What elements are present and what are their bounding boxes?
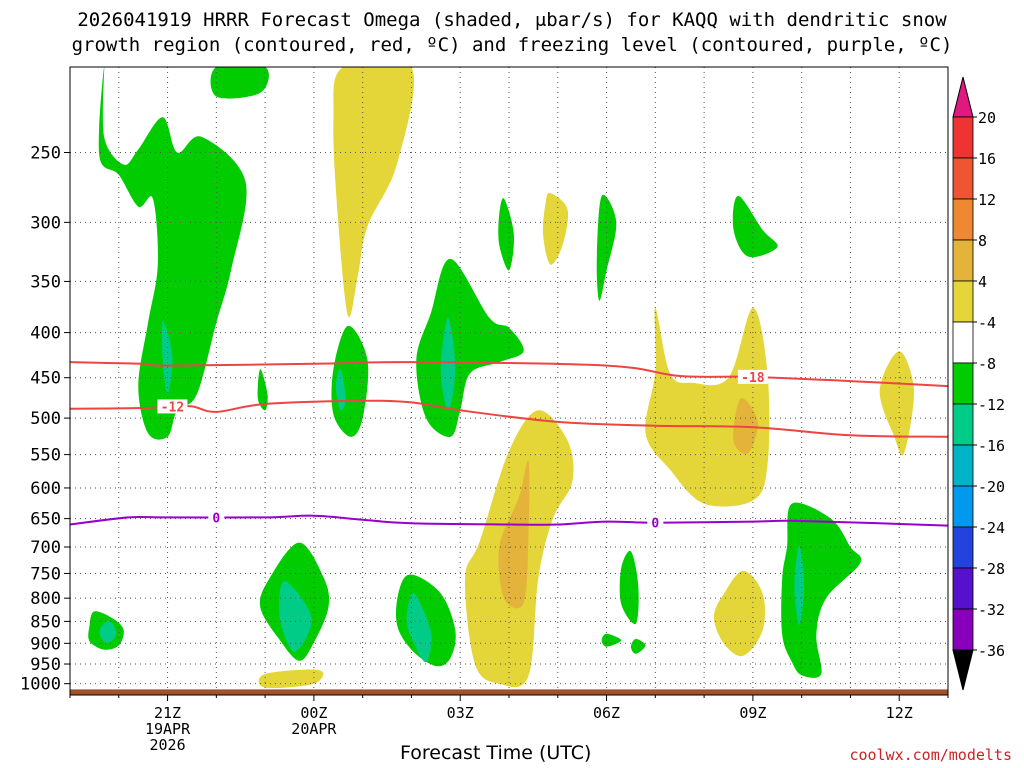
y-tick-label-900: 900 [30,634,61,654]
omega-region-0 [98,67,247,440]
colorbar-legend: 20 16 12 8 4 -4 -8 -12 -16 -20 -24 -28 -32 -36 [952,76,1005,691]
omega-region-13 [645,307,770,507]
omega-region-17 [498,460,530,609]
colorbar-segment-4 [952,280,974,323]
x-tick-label-00Z-1: 20APR [291,720,337,738]
omega-region-26 [406,593,432,663]
colorbar-segment-7 [952,403,974,446]
omega-region-29 [99,620,117,644]
omega-region-27 [630,638,646,654]
y-tick-label-550: 550 [30,446,61,466]
y-tick-label-950: 950 [30,655,61,675]
y-tick-label-500: 500 [30,409,61,429]
omega-region-12 [732,195,778,258]
colorbar-label-13: -36 [978,642,1005,660]
colorbar-bottom-arrow [952,649,974,691]
y-tick-label-850: 850 [30,612,61,632]
dendritic-label-bg--12 [157,399,188,414]
ground-terrain-band [70,689,948,695]
omega-region-18 [619,550,639,625]
dendritic-growth-region-contours: -18 -12 [69,361,949,438]
y-tick-label-800: 800 [30,589,61,609]
dendritic-label--18: -18 [741,371,765,386]
y-tick-label-300: 300 [30,213,61,233]
y-tick-label-1000: 1000 [20,675,61,695]
y-tick-label-450: 450 [30,369,61,389]
colorbar-segment-12 [952,608,974,651]
x-tick-label-00Z-0: 00Z [300,704,327,722]
omega-region-2 [210,67,269,99]
x-tick-label-09Z-0: 09Z [739,704,766,722]
colorbar-label-7: -12 [978,396,1005,414]
freezing-line [69,514,949,527]
y-tick-label-600: 600 [30,479,61,499]
dendritic-label-bg--18 [737,369,768,384]
colorbar-label-6: -8 [978,355,996,373]
y-tick-label-700: 700 [30,538,61,558]
colorbar-label-9: -20 [978,478,1005,496]
colorbar-label-4: 4 [978,273,987,291]
x-tick-label-21Z-2: 2026 [149,736,185,754]
x-tick-label-03Z-0: 03Z [447,704,474,722]
terrain-fill [70,689,948,695]
freezing-label-bg-1 [647,515,664,530]
omega-region-22 [794,545,805,625]
omega-region-8 [440,317,456,411]
chart-title-line-2: growth region (contoured, red, ºC) and f… [71,34,953,56]
omega-region-9 [498,198,515,271]
y-tick-label-350: 350 [30,272,61,292]
omega-region-20 [713,570,766,657]
colorbar-label-1: 16 [978,150,996,168]
colorbar-segment-10 [952,526,974,569]
dendritic-line--18 [69,361,949,388]
colorbar-segment-11 [952,567,974,610]
omega-region-30 [258,669,324,689]
colorbar-segment-0 [952,116,974,159]
y-tick-label-400: 400 [30,324,61,344]
chart-title-line-1: 2026041919 HRRR Forecast Omega (shaded, … [77,9,947,31]
omega-region-24 [279,580,312,652]
x-tick-label-21Z-1: 19APR [145,720,191,738]
colorbar-label-3: 8 [978,232,987,250]
colorbar-segment-8 [952,444,974,487]
colorbar-label-11: -28 [978,560,1005,578]
colorbar-segment-6 [952,362,974,405]
freezing-label-bg-0 [208,510,225,525]
colorbar-segment-9 [952,485,974,528]
colorbar-segment-5 [952,321,974,364]
freezing-label-0: 0 [212,511,220,526]
colorbar-label-5: -4 [978,314,996,332]
colorbar-label-10: -24 [978,519,1005,537]
x-tick-label-21Z-0: 21Z [154,704,181,722]
colorbar-label-8: -16 [978,437,1005,455]
omega-region-21 [781,502,862,678]
dendritic-label--12: -12 [161,400,184,415]
omega-shaded-regions [88,67,914,689]
y-tick-label-250: 250 [30,143,61,163]
omega-region-3 [333,67,415,318]
x-tick-label-06Z-0: 06Z [593,704,620,722]
x-tick-label-12Z-0: 12Z [886,704,913,722]
omega-region-4 [257,369,268,411]
colorbar-segment-3 [952,239,974,282]
colorbar-label-0: 20 [978,109,996,127]
colorbar-label-12: -32 [978,601,1005,619]
y-axis-pressure-labels: 2503003504004505005506006507007508008509… [20,143,70,695]
y-tick-label-650: 650 [30,510,61,530]
colorbar-segment-2 [952,198,974,241]
x-axis-title: Forecast Time (UTC) [400,742,592,764]
colorbar-label-2: 12 [978,191,996,209]
freezing-label-1: 0 [651,517,659,532]
colorbar-segment-1 [952,157,974,200]
omega-region-10 [542,193,569,265]
y-tick-label-750: 750 [30,564,61,584]
credit-link[interactable]: coolwx.com/modelts [849,746,1012,764]
